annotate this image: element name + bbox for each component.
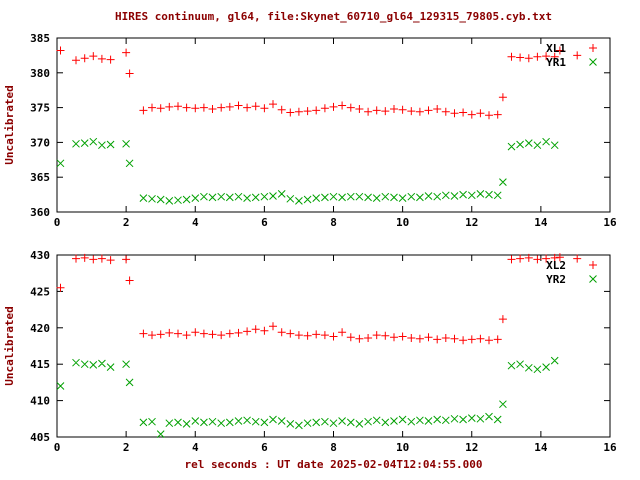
legend-marker-XL1: [589, 44, 597, 52]
x-tick-label: 10: [396, 216, 409, 229]
x-tick-label: 4: [192, 441, 199, 454]
x-tick-label: 2: [123, 441, 130, 454]
x-tick-label: 6: [261, 441, 268, 454]
series-YR1-markers: [56, 137, 559, 205]
y-axis-label-top: Uncalibrated: [3, 85, 16, 165]
y-tick-label: 415: [30, 358, 50, 371]
y-tick-label: 420: [30, 322, 50, 335]
x-tick-label: 14: [534, 216, 548, 229]
y-tick-label: 360: [30, 206, 50, 219]
series-YR2-markers: [56, 356, 559, 438]
y-tick-label: 365: [30, 171, 50, 184]
x-tick-label: 8: [330, 441, 337, 454]
x-tick-label: 12: [465, 216, 478, 229]
x-tick-label: 0: [54, 441, 61, 454]
plot-border: [56, 37, 611, 213]
x-tick-label: 12: [465, 441, 478, 454]
y-tick-label: 430: [30, 249, 50, 262]
legend-marker-YR2: [589, 275, 597, 283]
legend-marker-XL2: [589, 261, 597, 269]
chart-title: HIRES continuum, gl64, file:Skynet_60710…: [114, 10, 553, 23]
x-tick-label: 14: [534, 441, 548, 454]
series-XL1-markers: [56, 46, 582, 120]
y-tick-label: 370: [30, 136, 50, 149]
x-tick-label: 16: [603, 216, 617, 229]
legend-label-YR1: YR1: [546, 56, 566, 69]
legend-label-XL2: XL2: [546, 259, 566, 272]
x-tick-label: 8: [330, 216, 337, 229]
y-tick-label: 385: [30, 32, 50, 45]
y-tick-label: 425: [30, 285, 50, 298]
series-XL2-markers: [56, 253, 582, 345]
x-tick-label: 10: [396, 441, 409, 454]
x-axis-label: rel seconds : UT date 2025-02-04T12:04:5…: [184, 458, 483, 471]
x-tick-label: 16: [603, 441, 617, 454]
y-tick-label: 380: [30, 67, 50, 80]
y-tick-label: 375: [30, 102, 50, 115]
legend-label-XL1: XL1: [546, 42, 566, 55]
y-tick-label: 410: [30, 395, 50, 408]
y-tick-label: 405: [30, 431, 50, 444]
x-tick-label: 6: [261, 216, 268, 229]
x-tick-label: 0: [54, 216, 61, 229]
y-axis-label-bottom: Uncalibrated: [3, 306, 16, 386]
plot-border: [56, 254, 611, 438]
x-tick-label: 2: [123, 216, 130, 229]
legend-label-YR2: YR2: [546, 273, 566, 286]
x-tick-label: 4: [192, 216, 199, 229]
legend-marker-YR1: [589, 58, 597, 66]
